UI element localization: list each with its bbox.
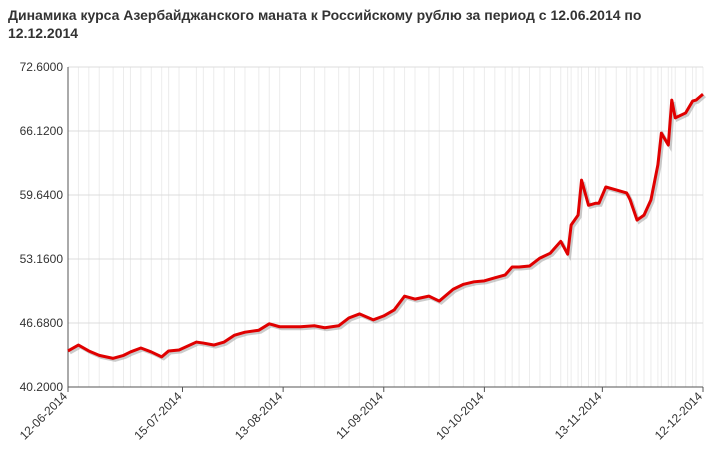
x-tick-label: 11-09-2014 xyxy=(333,389,386,442)
y-tick-label: 40.2000 xyxy=(20,380,64,394)
x-tick-label: 15-07-2014 xyxy=(131,389,185,443)
chart-title: Динамика курса Азербайджанского маната к… xyxy=(8,7,642,41)
y-tick-label: 66.1200 xyxy=(20,124,64,138)
x-tick-label: 12-12-2014 xyxy=(652,389,706,443)
y-tick-label: 72.6000 xyxy=(20,60,64,74)
y-tick-label: 46.6800 xyxy=(20,316,64,330)
x-tick-label: 13-11-2014 xyxy=(552,389,605,442)
line xyxy=(67,93,704,360)
x-tick-label: 13-08-2014 xyxy=(232,389,286,443)
y-tick-label: 59.6400 xyxy=(20,188,64,202)
x-tick-label: 12-06-2014 xyxy=(17,389,71,443)
y-tick-label: 53.1600 xyxy=(20,252,64,266)
line-shadow xyxy=(69,95,706,362)
x-tick-label: 10-10-2014 xyxy=(433,389,487,443)
